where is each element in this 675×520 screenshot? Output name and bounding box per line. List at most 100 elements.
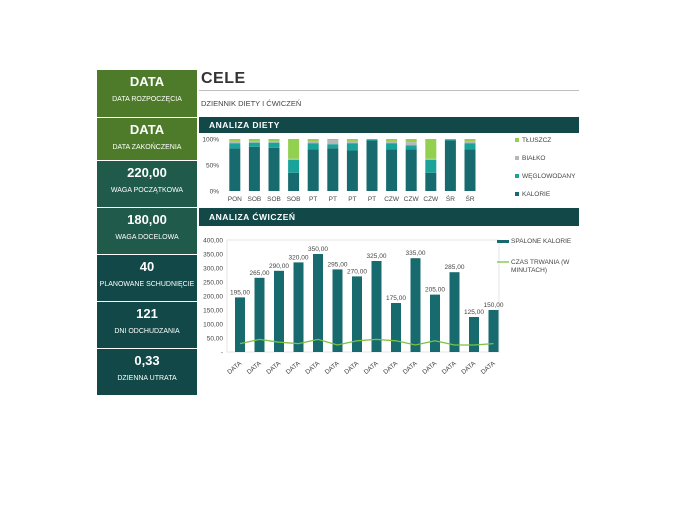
exercise-bar: [332, 269, 343, 352]
target-weight-card: 180,00 WAGA DOCELOWA: [97, 208, 197, 254]
exercise-bar-value-label: 125,00: [464, 309, 484, 316]
exercise-ytick-label: 100,00: [203, 322, 223, 329]
end-date-label: DATA ZAKOŃCZENIA: [112, 144, 182, 151]
diet-xtick-label: SOB: [267, 196, 281, 203]
diet-bar-segment: [288, 159, 300, 173]
diet-bar-segment: [268, 142, 280, 148]
exercise-bar-value-label: 335,00: [406, 250, 426, 257]
exercise-legend-label: SPALONE KALORIE: [511, 238, 572, 245]
exercise-bar-value-label: 325,00: [367, 253, 387, 260]
diet-bar-segment: [327, 140, 339, 145]
diet-bar-segment: [288, 139, 300, 159]
exercise-bar-value-label: 175,00: [386, 295, 406, 302]
diet-bar-segment: [444, 139, 456, 141]
exercise-xtick-label: DATA: [421, 360, 439, 376]
exercise-bar: [313, 254, 323, 352]
exercise-ytick-label: -: [221, 350, 223, 357]
diet-xtick-label: CZW: [404, 196, 420, 203]
diet-xtick-label: CZW: [423, 196, 439, 203]
diet-bar-segment: [425, 159, 437, 173]
exercise-bar-value-label: 270,00: [347, 268, 367, 275]
diet-bar-segment: [248, 139, 260, 142]
diet-bar-segment: [425, 139, 437, 159]
diet-legend-label: KALORIE: [522, 191, 551, 198]
diet-bar-segment: [464, 143, 476, 150]
diet-bar-segment: [366, 140, 378, 191]
diet-bar-segment: [248, 142, 260, 147]
exercise-legend-label: CZAS TRWANIA (W MINUTACH): [511, 259, 570, 274]
exercise-xtick-label: DATA: [265, 360, 283, 376]
exercise-xtick-label: DATA: [246, 360, 264, 376]
start-weight-label: WAGA POCZĄTKOWA: [110, 187, 184, 194]
exercise-bar: [488, 310, 499, 352]
exercise-bar-value-label: 295,00: [328, 261, 348, 268]
diet-days-card: 121 DNI ODCHUDZANIA: [97, 302, 197, 348]
exercise-plot-area: [226, 239, 500, 353]
daily-loss-card: 0,33 DZIENNA UTRATA: [97, 349, 197, 395]
diet-bar-segment: [248, 146, 260, 191]
diet-bar-segment: [366, 139, 378, 141]
diet-bar-segment: [229, 141, 241, 144]
target-weight-label: WAGA DOCELOWA: [115, 234, 179, 241]
diet-bar-segment: [229, 148, 241, 191]
start-weight-card: 220,00 WAGA POCZĄTKOWA: [97, 161, 197, 207]
exercise-xtick-label: DATA: [460, 360, 478, 376]
diet-bar-segment: [268, 147, 280, 191]
diet-bar-segment: [229, 139, 241, 142]
diet-bar-segment: [288, 172, 300, 191]
diet-xtick-label: PT: [329, 196, 337, 203]
diet-bar-segment: [288, 158, 300, 160]
diet-days-label: DNI ODCHUDZANIA: [114, 328, 180, 335]
diet-xtick-label: ŚR: [465, 194, 474, 203]
exercise-bar-value-label: 290,00: [269, 263, 289, 270]
exercise-ytick-label: 150,00: [203, 308, 223, 315]
diet-bar-segment: [386, 143, 398, 150]
diet-legend-label: TŁUSZCZ: [522, 137, 551, 144]
exercise-xtick-label: DATA: [343, 360, 361, 376]
exercise-bar: [469, 317, 479, 352]
diet-bar-segment: [405, 145, 417, 150]
daily-loss-value: 0,33: [134, 353, 160, 368]
start-date-value: DATA: [129, 74, 165, 89]
exercise-xtick-label: DATA: [304, 360, 322, 376]
daily-loss-label: DZIENNA UTRATA: [117, 375, 177, 382]
exercise-bar: [235, 297, 245, 352]
exercise-analysis-chart: - 50,00 100,00 150,00 200,00 250,00 300,00 350,…: [203, 238, 572, 377]
exercise-bar: [254, 277, 265, 352]
end-date-card: DATA DATA ZAKOŃCZENIA: [97, 118, 197, 160]
exercise-bar: [352, 276, 362, 352]
diet-bar-segment: [327, 144, 339, 149]
diet-bar-segment: [386, 141, 398, 144]
diet-bar-segment: [444, 140, 456, 191]
diet-bar-segment: [268, 141, 280, 143]
diet-bar-segment: [464, 139, 476, 142]
diet-analysis-header: ANALIZA DIETY: [199, 117, 579, 133]
exercise-legend-swatch: [497, 240, 509, 243]
exercise-bar: [371, 261, 382, 352]
diet-bar-segment: [444, 139, 456, 140]
exercise-xtick-label: DATA: [226, 360, 244, 376]
diet-bar-segment: [346, 150, 358, 191]
exercise-bar-value-label: 285,00: [445, 264, 465, 271]
exercise-bar-value-label: 205,00: [425, 287, 445, 294]
diet-bar-segment: [346, 139, 358, 142]
exercise-xtick-label: DATA: [363, 360, 381, 376]
exercise-bar: [391, 303, 401, 352]
exercise-ytick-label: 250,00: [203, 280, 223, 287]
diet-bar-segment: [248, 141, 260, 143]
planned-loss-label: PLANOWANE SCHUDNIĘCIE: [99, 281, 195, 288]
diet-analysis-chart: 100%50%0%PON SOB SOB SOB PT PT PT PT CZW CZW CZW ŚR…: [202, 137, 576, 204]
diet-bar-segment: [386, 149, 398, 191]
diet-bar-segment: [268, 139, 280, 142]
exercise-bar: [449, 272, 460, 352]
diet-bar-segment: [405, 149, 417, 191]
diet-bar-segment: [307, 141, 319, 144]
exercise-bar: [293, 262, 304, 352]
exercise-duration-line: [239, 338, 494, 346]
exercise-ytick-label: 200,00: [203, 294, 223, 301]
exercise-xtick-label: DATA: [402, 360, 420, 376]
diet-ytick-label: 50%: [206, 163, 219, 170]
exercise-xtick-label: DATA: [382, 360, 400, 376]
diet-bar-segment: [366, 139, 378, 140]
exercise-bar: [410, 258, 421, 352]
